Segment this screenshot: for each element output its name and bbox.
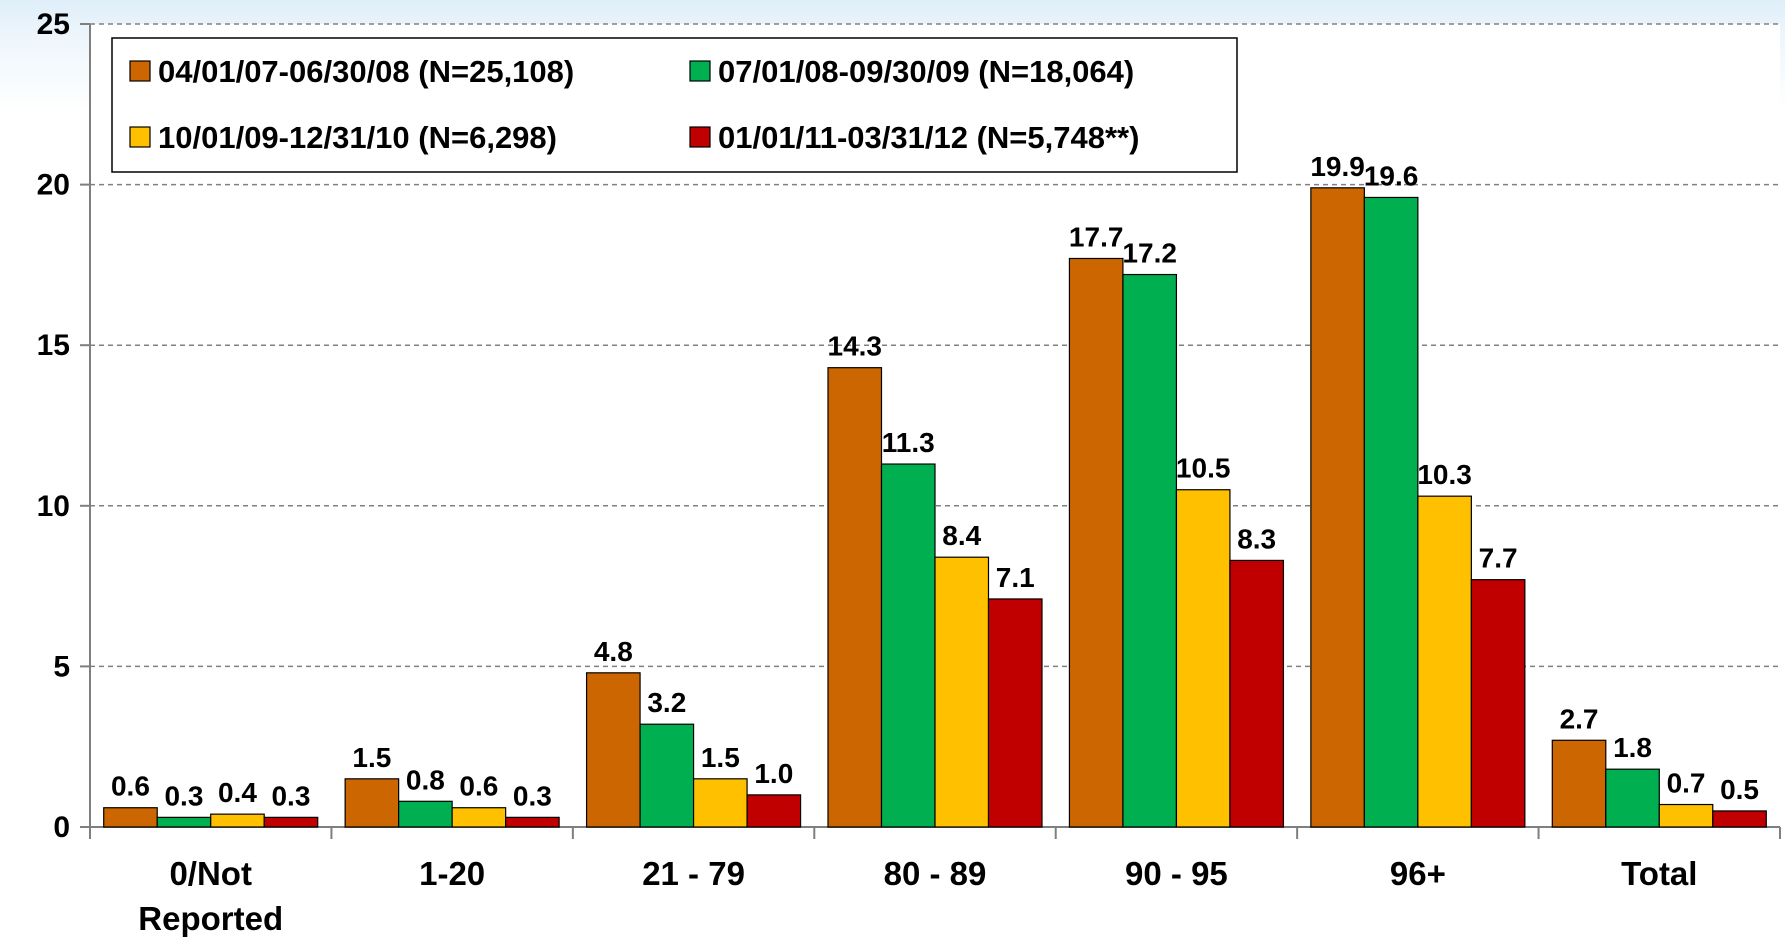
data-label: 4.8: [594, 636, 633, 667]
bar: [1605, 768, 1660, 828]
bar: [1175, 489, 1231, 828]
bar: [639, 723, 695, 828]
x-tick-label: 96+: [1390, 855, 1446, 892]
bar: [1417, 495, 1472, 828]
bar: [103, 807, 158, 828]
y-tick-label: 0: [53, 811, 70, 844]
bar: [344, 778, 400, 828]
data-label: 7.1: [996, 562, 1035, 593]
x-tick-label: 0/Not: [169, 855, 252, 892]
data-label: 0.3: [164, 780, 203, 811]
x-tick-label: 21 - 79: [642, 855, 745, 892]
bar: [692, 778, 748, 828]
x-tick-label: 80 - 89: [884, 855, 987, 892]
bar: [1712, 810, 1767, 828]
legend-swatch: [129, 126, 151, 148]
data-label: 3.2: [647, 687, 686, 718]
bar: [505, 816, 560, 828]
bar: [210, 813, 265, 828]
data-label: 8.4: [942, 520, 981, 551]
legend-swatch: [129, 60, 151, 82]
y-tick-label: 15: [37, 329, 70, 362]
y-tick-label: 5: [53, 650, 70, 683]
x-tick-label: 90 - 95: [1125, 855, 1228, 892]
bar: [1122, 273, 1178, 828]
bar: [934, 556, 990, 828]
legend-label: 10/01/09-12/31/10 (N=6,298): [158, 120, 557, 155]
y-tick-label: 20: [37, 169, 70, 202]
x-tick-label: 1-20: [419, 855, 485, 892]
bar: [1658, 803, 1714, 828]
data-label: 0.7: [1667, 768, 1706, 799]
bar: [987, 598, 1043, 828]
data-label: 1.0: [754, 758, 793, 789]
data-label: 0.3: [271, 780, 310, 811]
data-label: 17.2: [1122, 238, 1177, 269]
data-label: 0.3: [513, 780, 552, 811]
data-label: 11.3: [882, 427, 935, 458]
data-label: 17.7: [1069, 221, 1124, 252]
data-label: 0.4: [218, 777, 257, 808]
data-label: 2.7: [1560, 703, 1599, 734]
data-label: 19.9: [1310, 151, 1365, 182]
x-tick-label: Reported: [138, 900, 283, 937]
bar: [1363, 196, 1419, 828]
legend-swatch: [689, 126, 711, 148]
data-label: 1.5: [352, 742, 391, 773]
bar: [827, 367, 883, 828]
data-label: 0.6: [111, 771, 150, 802]
bar: [263, 816, 319, 828]
bar: [1470, 579, 1526, 828]
y-tick-label: 10: [37, 490, 70, 523]
data-label: 10.5: [1176, 453, 1231, 484]
data-label: 1.8: [1613, 732, 1652, 763]
data-label: 0.5: [1720, 774, 1759, 805]
legend-label: 07/01/08-09/30/09 (N=18,064): [718, 54, 1134, 89]
data-label: 1.5: [701, 742, 740, 773]
bar: [1068, 257, 1124, 828]
data-label: 0.8: [406, 764, 445, 795]
bar: [1229, 559, 1285, 828]
y-tick-label: 25: [37, 8, 70, 41]
data-label: 0.6: [459, 771, 498, 802]
legend-swatch: [689, 60, 711, 82]
data-label: 7.7: [1479, 543, 1518, 574]
data-label: 14.3: [828, 331, 883, 362]
bar: [1310, 187, 1365, 828]
bar: [1551, 739, 1607, 828]
data-label: 19.6: [1364, 160, 1419, 191]
x-tick-label: Total: [1621, 855, 1697, 892]
bar: [880, 463, 936, 828]
legend-box: [111, 37, 1238, 173]
legend-label: 04/01/07-06/30/08 (N=25,108): [158, 54, 574, 89]
legend-label: 01/01/11-03/31/12 (N=5,748**): [718, 120, 1139, 155]
bar: [398, 800, 453, 828]
data-label: 10.3: [1417, 459, 1472, 490]
bar: [585, 672, 641, 828]
bar: [156, 816, 212, 828]
data-label: 8.3: [1237, 523, 1276, 554]
bar: [451, 807, 507, 828]
bar: [746, 794, 802, 828]
